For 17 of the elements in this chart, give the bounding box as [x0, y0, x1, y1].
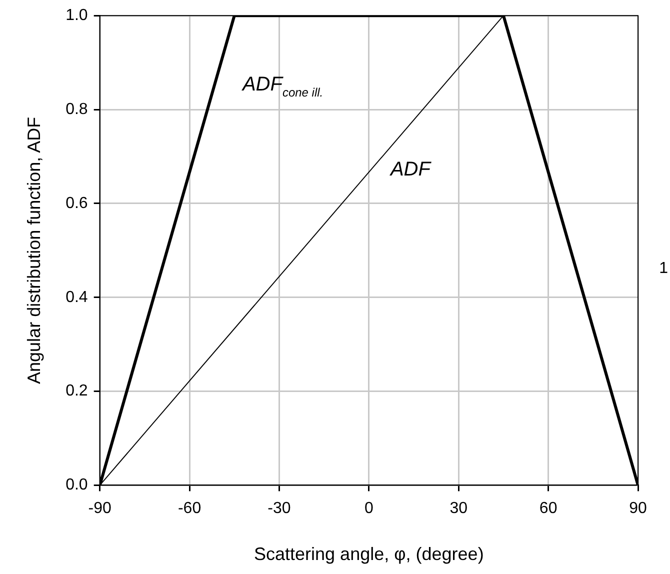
y-axis-title: Angular distribution function, ADF — [24, 116, 44, 384]
x-axis-title: Scattering angle, φ, (degree) — [254, 544, 484, 564]
x-tick-label: 60 — [539, 500, 558, 518]
x-tick-label: -60 — [178, 500, 202, 518]
x-tick-label: -90 — [88, 500, 112, 518]
text: 1 — [659, 260, 668, 277]
x-tick-label: 90 — [629, 500, 647, 518]
x-tick-label: 0 — [364, 500, 374, 518]
x-tick-label: -30 — [268, 500, 291, 518]
y-tick-label: 0.0 — [66, 476, 88, 494]
y-tick-label: 0.2 — [66, 382, 88, 400]
y-tick-label: 0.8 — [66, 100, 88, 118]
y-tick-label: 1.0 — [66, 7, 88, 24]
x-tick-label: 30 — [450, 500, 468, 518]
series-label: ADF — [389, 158, 432, 180]
y-tick-label: 0.6 — [66, 194, 88, 212]
y-tick-label: 0.4 — [66, 288, 88, 306]
